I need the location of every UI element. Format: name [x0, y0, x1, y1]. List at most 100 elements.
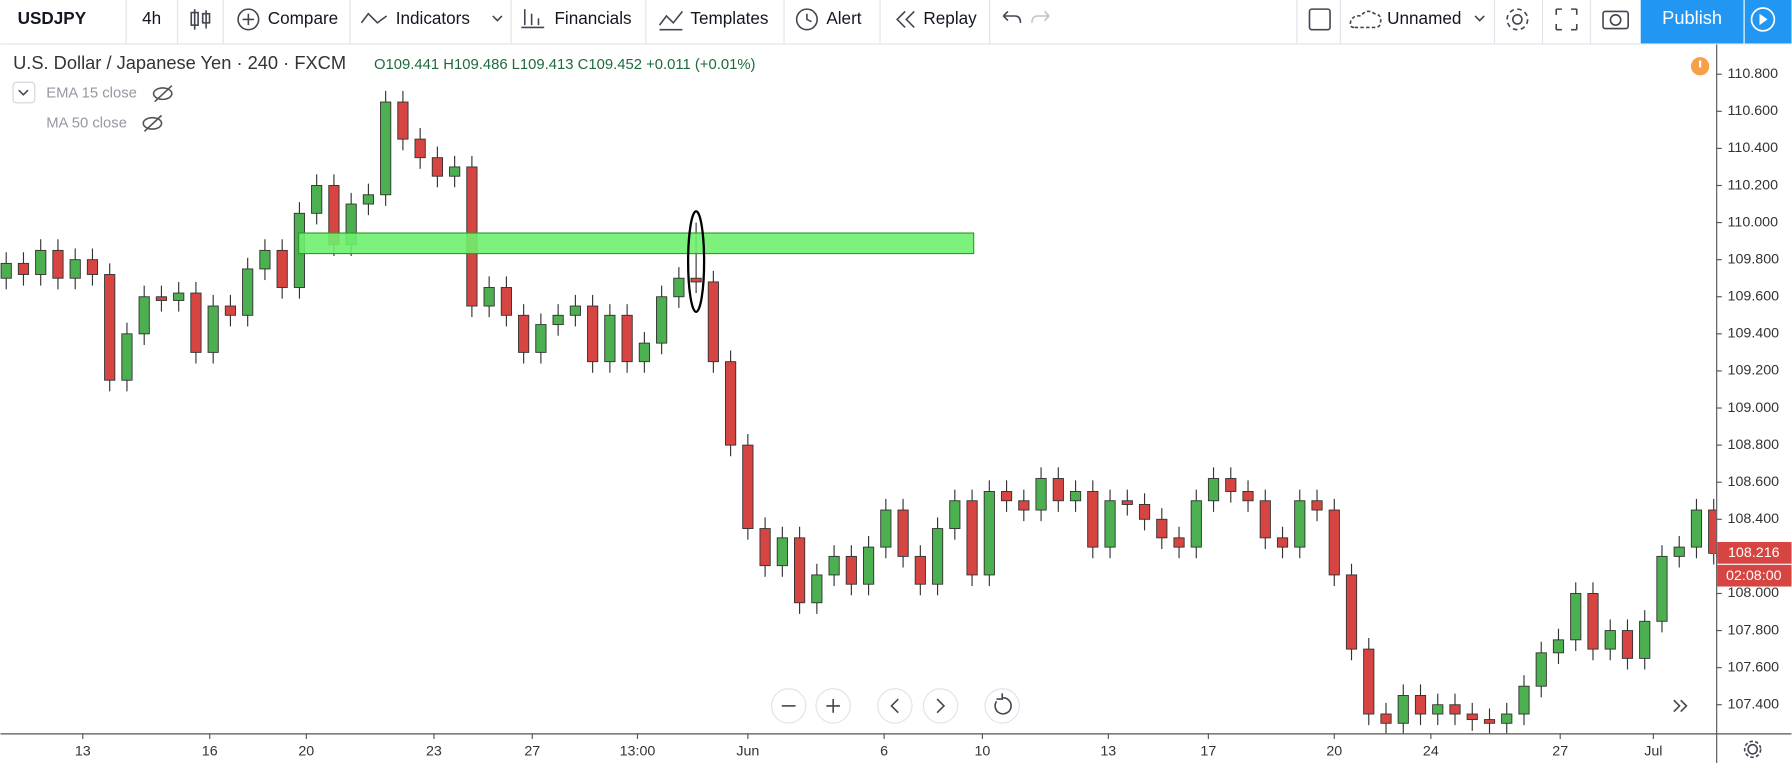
candle-body	[1087, 491, 1099, 548]
fullscreen-toggle[interactable]	[1308, 8, 1331, 31]
candle-body	[1483, 719, 1496, 724]
hidden-eye-icon[interactable]	[152, 85, 173, 103]
y-tick-label: 107.600	[1728, 659, 1780, 675]
candle-body	[1207, 478, 1220, 502]
candle-body	[587, 305, 599, 363]
candle-body	[1690, 509, 1703, 548]
candle-body	[966, 500, 978, 576]
candle-body	[811, 574, 823, 604]
publish-label[interactable]: Publish	[1662, 7, 1722, 28]
candle-body	[1621, 630, 1634, 659]
scroll-left[interactable]	[877, 688, 913, 724]
financials-icon[interactable]	[521, 9, 545, 29]
candle-body	[673, 277, 685, 298]
candle-body	[828, 555, 840, 576]
candle-body	[1225, 478, 1237, 492]
candle-body	[121, 333, 133, 381]
candle-body	[759, 528, 771, 567]
candle-body	[1190, 500, 1202, 548]
play-triangle	[1759, 13, 1768, 26]
candle-body	[1069, 491, 1082, 502]
candle-body	[1501, 713, 1513, 724]
axis-settings[interactable]	[1743, 740, 1762, 759]
y-tick-label: 109.000	[1728, 400, 1780, 416]
compare-icon[interactable]	[237, 8, 260, 31]
interval[interactable]: 4h	[142, 8, 161, 28]
indicators-icon[interactable]	[360, 12, 388, 24]
candle-body	[35, 249, 47, 275]
y-tick-label: 109.600	[1728, 289, 1780, 305]
replay-button[interactable]: Replay	[923, 8, 977, 28]
financials-button[interactable]: Financials	[554, 8, 631, 28]
alert-icon[interactable]	[795, 8, 818, 31]
candle-body	[931, 528, 944, 585]
countdown-label: 02:08:00	[1726, 568, 1782, 584]
candle-body	[1276, 537, 1289, 548]
collapse-arrow[interactable]	[18, 89, 29, 96]
candle-body	[914, 555, 926, 585]
settings-icon[interactable]	[1506, 8, 1529, 31]
candle-body	[983, 491, 995, 576]
x-tick-label: 20	[1326, 743, 1342, 759]
undo[interactable]	[1002, 10, 1022, 23]
cloud-icon[interactable]	[1349, 10, 1382, 29]
replay-icon[interactable]	[896, 10, 915, 28]
candle-body	[552, 314, 564, 326]
x-tick-label: 13:00	[620, 743, 656, 759]
candle-body	[276, 249, 288, 288]
collapse-toggle[interactable]	[12, 81, 36, 104]
candle-body	[604, 314, 616, 363]
support-zone	[298, 232, 975, 255]
candle-body	[1397, 695, 1409, 724]
templates-button[interactable]: Templates	[690, 8, 768, 28]
candle-body	[1535, 652, 1547, 687]
x-tick-label: Jun	[736, 743, 759, 759]
countdown-tag	[1717, 564, 1792, 587]
candle-body	[1052, 478, 1064, 502]
x-tick-label: 13	[1100, 743, 1116, 759]
symbol[interactable]: USDJPY	[18, 8, 87, 28]
indicators-button[interactable]: Indicators	[396, 8, 470, 28]
publish-button[interactable]	[1640, 0, 1744, 44]
dropdown-arrow[interactable]	[1474, 15, 1485, 22]
snapshot-icon[interactable]	[1602, 10, 1629, 30]
candle-body	[1587, 593, 1599, 650]
symbol-description: U.S. Dollar / Japanese Yen · 240 · FXCM	[13, 52, 346, 73]
scroll-right[interactable]	[922, 688, 959, 724]
y-tick-label: 109.200	[1728, 363, 1780, 379]
candle-body	[1294, 500, 1306, 548]
x-tick-label: 23	[426, 743, 442, 759]
y-tick-label: 108.000	[1728, 585, 1780, 601]
candle-body	[1138, 504, 1151, 520]
x-tick-label: 27	[1552, 743, 1568, 759]
layout-name[interactable]: Unnamed	[1387, 8, 1461, 28]
maximize-icon[interactable]	[1555, 8, 1578, 31]
play-circle	[1750, 7, 1776, 32]
x-tick-label: 6	[880, 743, 888, 759]
candle-body	[1380, 713, 1392, 724]
candle-body	[1570, 593, 1582, 641]
alert-button[interactable]: Alert	[826, 8, 861, 28]
compare-button[interactable]: Compare	[268, 8, 338, 28]
x-tick-label: Jul	[1644, 743, 1662, 759]
candle-body	[1363, 648, 1375, 715]
reset-chart[interactable]	[984, 688, 1020, 724]
indicator-label[interactable]: MA 50 close	[46, 115, 127, 131]
hidden-eye-icon[interactable]	[142, 114, 163, 132]
candle-body	[569, 305, 581, 316]
indicator-label[interactable]: EMA 15 close	[46, 86, 137, 102]
candle-body	[1552, 639, 1565, 654]
candle-body	[1345, 574, 1358, 650]
candle-body	[1414, 695, 1427, 715]
candle-body	[1604, 630, 1616, 650]
y-tick-label: 108.600	[1728, 474, 1780, 490]
redo[interactable]	[1031, 10, 1050, 23]
candle-body	[1156, 518, 1168, 539]
scroll-to-end[interactable]	[1673, 699, 1688, 713]
chart-type-icon[interactable]	[190, 9, 211, 30]
candle-body	[449, 166, 461, 177]
candle-body	[897, 509, 909, 557]
dropdown-arrow[interactable]	[492, 15, 503, 22]
templates-icon[interactable]	[658, 10, 684, 31]
